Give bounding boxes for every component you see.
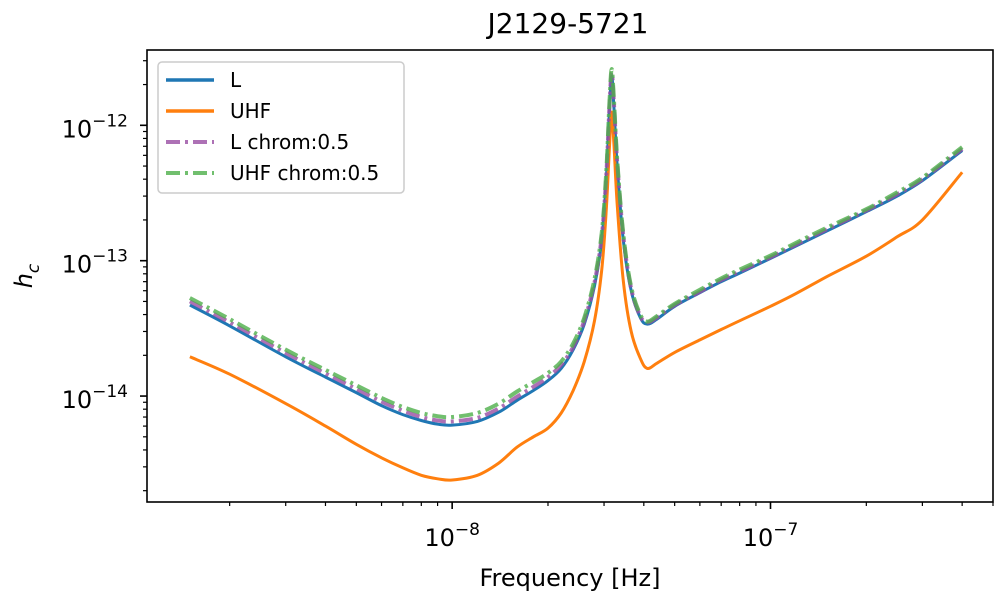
legend-label-l-chrom-0-5: L chrom:0.5 (230, 130, 349, 154)
legend: L UHF L chrom:0.5 UHF chrom:0.5 (157, 61, 405, 194)
x-tick-label: 10−8 (424, 520, 480, 552)
y-tick-label: 10−12 (62, 111, 128, 143)
legend-label-uhf: UHF (230, 99, 271, 123)
legend-box (157, 61, 405, 194)
x-tick-label: 10−7 (743, 520, 799, 552)
ticks-layer (140, 60, 994, 509)
y-tick-label: 10−13 (62, 247, 128, 279)
tick-labels: 10−8 10−7 10−14 10−13 10−12 (62, 111, 799, 552)
y-tick-label: 10−14 (62, 382, 128, 414)
chart-title: J2129-5721 (486, 7, 649, 40)
y-axis-label: hc (10, 263, 44, 288)
series-line-uhf (189, 110, 964, 482)
series-line-uhf-chrom-0-5 (188, 67, 964, 420)
series-layer (188, 67, 964, 482)
legend-label-uhf-chrom-0-5: UHF chrom:0.5 (230, 161, 379, 185)
x-axis-label: Frequency [Hz] (480, 564, 661, 592)
legend-label-l: L (230, 68, 242, 92)
plot-frame (146, 49, 994, 503)
